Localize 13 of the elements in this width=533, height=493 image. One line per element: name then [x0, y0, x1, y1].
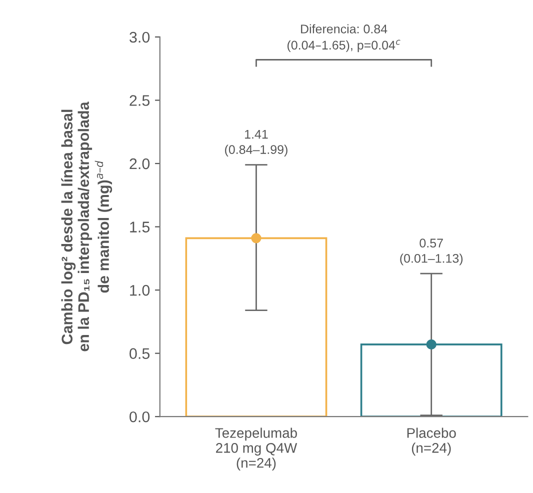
y-tick-label: 0.5 — [130, 348, 150, 360]
y-tick-label: 3.0 — [130, 32, 150, 43]
y-tick-label: 1.5 — [130, 222, 150, 232]
y-axis-title: Cambio log² desde la línea basal en la PD₁₅ interpolada/extrapolada de manitol (mg)$^{a–d}$ — [61, 102, 112, 352]
x-tick-label: Placebo (n=24) — [407, 428, 456, 456]
annotation: 1.41 (0.84–1.99) — [225, 130, 288, 156]
x-tick-label: Tezepelumab 210 mg Q4W (n=24) — [215, 428, 298, 471]
annotation: Diferencia: 0.84 (0.04–1.65), p=0.04$^{c}$ — [288, 24, 400, 52]
y-tick-label: 2.0 — [130, 158, 150, 170]
y-tick-label: 1.0 — [130, 284, 150, 296]
annotation: 0.57 (0.01–1.13) — [400, 238, 463, 266]
y-tick-label: 0.0 — [130, 411, 150, 422]
y-tick-label: 2.5 — [130, 95, 150, 106]
